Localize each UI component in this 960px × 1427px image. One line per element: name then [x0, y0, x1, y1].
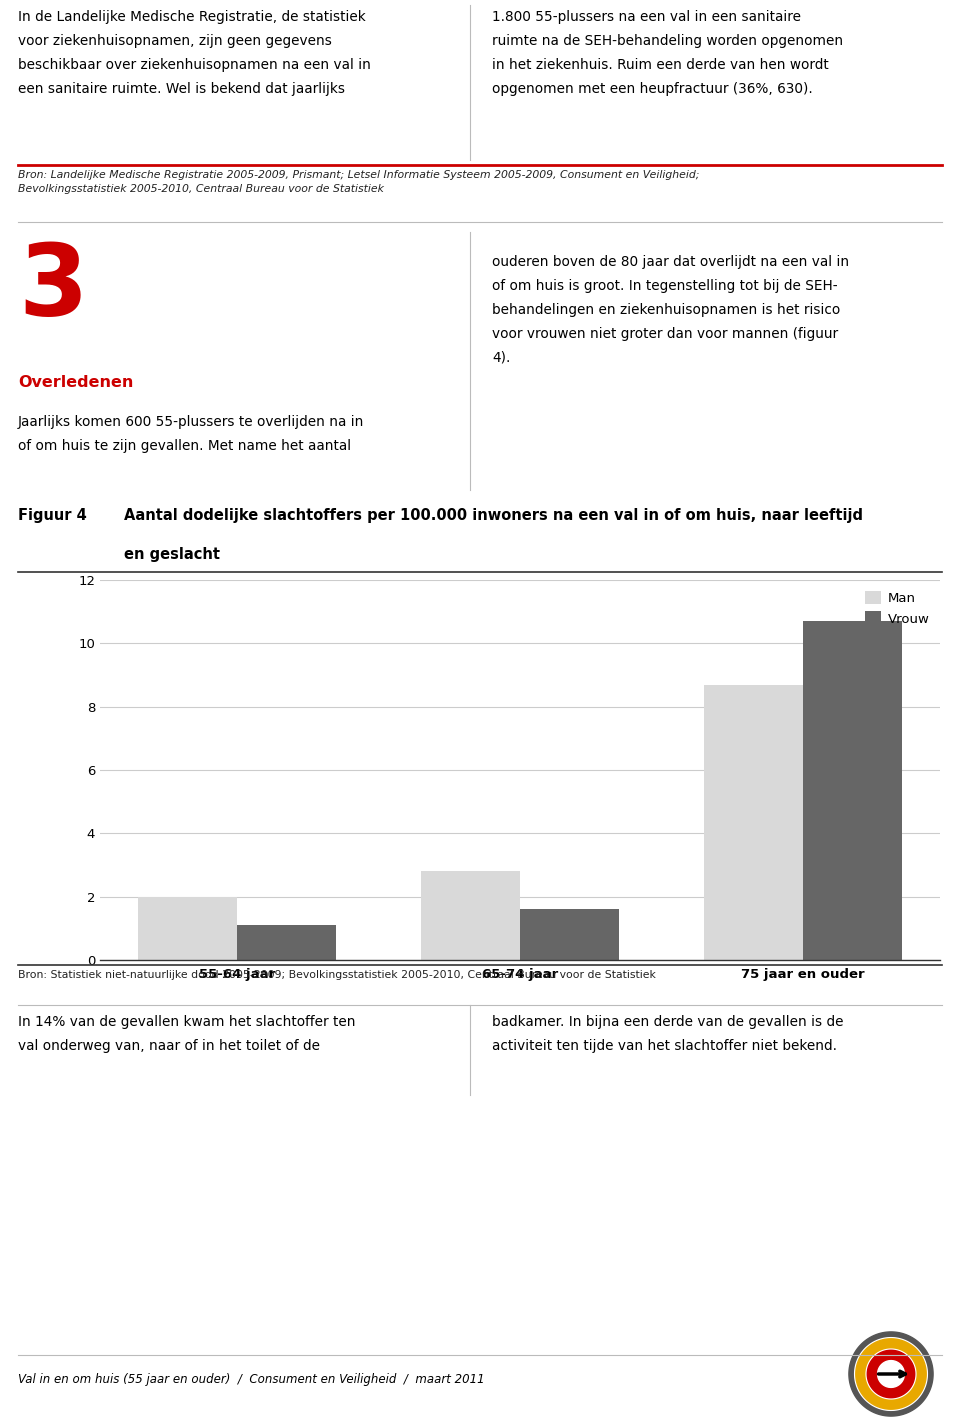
- Polygon shape: [855, 1339, 926, 1410]
- Bar: [520, 909, 619, 960]
- Text: Aantal dodelijke slachtoffers per 100.000 inwoners na een val in of om huis, naa: Aantal dodelijke slachtoffers per 100.00…: [124, 508, 863, 524]
- Polygon shape: [854, 1337, 927, 1410]
- Text: Val in en om huis (55 jaar en ouder)  /  Consument en Veiligheid  /  maart 2011: Val in en om huis (55 jaar en ouder) / C…: [18, 1374, 485, 1387]
- Text: ouderen boven de 80 jaar dat overlijdt na een val in
of om huis is groot. In teg: ouderen boven de 80 jaar dat overlijdt n…: [492, 255, 850, 365]
- Bar: [704, 685, 803, 960]
- Bar: [803, 621, 901, 960]
- Text: badkamer. In bijna een derde van de gevallen is de
activiteit ten tijde van het : badkamer. In bijna een derde van de geva…: [492, 1015, 844, 1053]
- Polygon shape: [877, 1360, 904, 1387]
- Text: Bron: Statistiek niet-natuurlijke dood 2005-2009; Bevolkingsstatistiek 2005-2010: Bron: Statistiek niet-natuurlijke dood 2…: [18, 970, 656, 980]
- Text: 1.800 55-plussers na een val in een sanitaire
ruimte na de SEH-behandeling worde: 1.800 55-plussers na een val in een sani…: [492, 10, 843, 96]
- Polygon shape: [867, 1350, 915, 1397]
- Text: In de Landelijke Medische Registratie, de statistiek
voor ziekenhuisopnamen, zij: In de Landelijke Medische Registratie, d…: [18, 10, 371, 96]
- Bar: [421, 872, 520, 960]
- Text: Overledenen: Overledenen: [18, 375, 133, 390]
- Text: 3: 3: [18, 240, 87, 337]
- Text: In 14% van de gevallen kwam het slachtoffer ten
val onderweg van, naar of in het: In 14% van de gevallen kwam het slachtof…: [18, 1015, 355, 1053]
- Polygon shape: [849, 1331, 933, 1416]
- Text: en geslacht: en geslacht: [124, 547, 220, 562]
- Legend: Man, Vrouw: Man, Vrouw: [861, 586, 933, 629]
- Text: Jaarlijks komen 600 55-plussers te overlijden na in
of om huis te zijn gevallen.: Jaarlijks komen 600 55-plussers te overl…: [18, 415, 365, 452]
- Bar: [138, 896, 237, 960]
- Bar: [237, 925, 336, 960]
- Text: Figuur 4: Figuur 4: [18, 508, 86, 524]
- Text: Bron: Landelijke Medische Registratie 2005-2009, Prismant; Letsel Informatie Sys: Bron: Landelijke Medische Registratie 20…: [18, 170, 700, 194]
- Polygon shape: [866, 1349, 916, 1398]
